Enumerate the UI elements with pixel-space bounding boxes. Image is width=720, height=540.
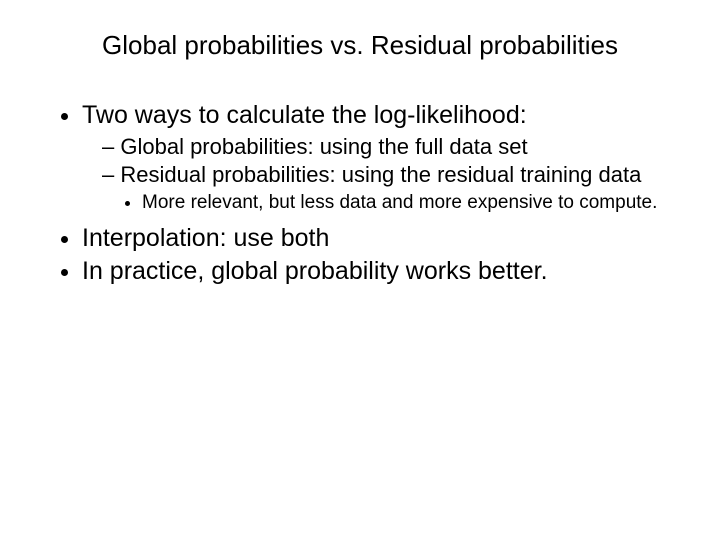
bullet-list-level2: Global probabilities: using the full dat… (82, 134, 680, 214)
bullet-item: Interpolation: use both (82, 224, 680, 253)
bullet-item: In practice, global probability works be… (82, 257, 680, 286)
bullet-text: In practice, global probability works be… (82, 257, 548, 285)
bullet-text: More relevant, but less data and more ex… (142, 192, 657, 213)
bullet-text: Global probabilities: using the full dat… (120, 134, 527, 159)
bullet-text: Two ways to calculate the log-likelihood… (82, 101, 527, 129)
bullet-list-level3: More relevant, but less data and more ex… (102, 192, 680, 214)
bullet-text: Interpolation: use both (82, 224, 329, 252)
bullet-item: Two ways to calculate the log-likelihood… (82, 101, 680, 214)
slide-container: Global probabilities vs. Residual probab… (0, 0, 720, 320)
bullet-item: Residual probabilities: using the residu… (102, 162, 680, 214)
bullet-item: Global probabilities: using the full dat… (102, 134, 680, 160)
bullet-text: Residual probabilities: using the residu… (120, 162, 641, 187)
slide-title: Global probabilities vs. Residual probab… (40, 30, 680, 61)
bullet-list-level1: Two ways to calculate the log-likelihood… (40, 101, 680, 286)
bullet-item: More relevant, but less data and more ex… (142, 192, 680, 214)
